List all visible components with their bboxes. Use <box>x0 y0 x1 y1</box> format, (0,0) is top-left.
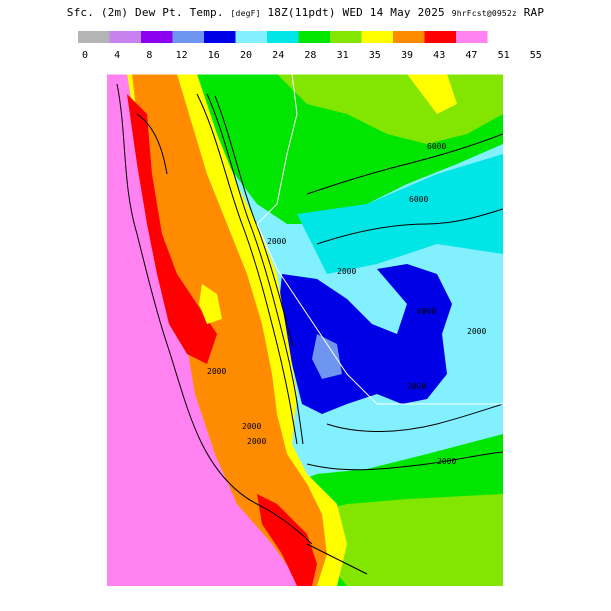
legend-tick-label: 0 <box>82 50 88 61</box>
legend-tick-label: 12 <box>176 50 188 61</box>
title-model: RAP <box>523 6 545 19</box>
legend-swatch <box>235 31 267 43</box>
contour-label: 2000 <box>437 457 456 466</box>
legend-tick-label: 24 <box>272 50 284 61</box>
contour-label: 6000 <box>409 195 428 204</box>
legend-swatch <box>172 31 204 43</box>
contour-label: 2000 <box>407 382 426 391</box>
field-red-coast <box>127 94 217 364</box>
legend-swatch <box>393 31 425 43</box>
legend-swatch <box>424 31 456 43</box>
field-lightblue <box>312 334 342 379</box>
legend-tick-label: 16 <box>208 50 220 61</box>
contour-label: 2000 <box>337 267 356 276</box>
legend-tick-label: 47 <box>465 50 477 61</box>
legend-tick-label: 31 <box>337 50 349 61</box>
legend-tick-label: 8 <box>146 50 152 61</box>
title-forecast: 9hrFcst@0952z <box>451 9 517 18</box>
legend-tick-label: 51 <box>498 50 510 61</box>
chart-title: Sfc. (2m) Dew Pt. Temp. [degF] 18Z(11pdt… <box>0 6 611 19</box>
contour-labels: 6000 6000 6000 2000 2000 2000 2000 2000 … <box>207 142 486 466</box>
legend-tick-label: 35 <box>369 50 381 61</box>
title-valid-time: 18Z(11pdt) WED 14 May 2025 <box>267 6 445 19</box>
contour-label: 2000 <box>207 367 226 376</box>
legend-tick-label: 39 <box>401 50 413 61</box>
contour-label: 2000 <box>242 422 261 431</box>
contour-label: 2000 <box>267 237 286 246</box>
field-lime-south <box>307 494 503 586</box>
legend-swatch <box>109 31 141 43</box>
legend-swatch <box>204 31 236 43</box>
legend-swatch <box>330 31 362 43</box>
field-red-south <box>257 494 317 586</box>
legend-swatch <box>78 31 110 43</box>
legend-tick-label: 20 <box>240 50 252 61</box>
contour-label: 2000 <box>467 327 486 336</box>
legend-swatch <box>361 31 393 43</box>
field-yellow-north <box>407 74 457 114</box>
title-main: Sfc. (2m) Dew Pt. Temp. <box>66 6 224 19</box>
legend-tick-label: 43 <box>433 50 445 61</box>
field-pink-ocean <box>107 74 317 586</box>
field-cyan <box>297 154 503 274</box>
dewpoint-map: 6000 6000 6000 2000 2000 2000 2000 2000 … <box>107 74 503 586</box>
legend-tick-label: 4 <box>114 50 120 61</box>
field-orange-coast <box>132 74 327 586</box>
legend-swatch <box>141 31 173 43</box>
title-units: [degF] <box>230 9 261 18</box>
contour-label: 6000 <box>417 307 436 316</box>
legend-tick-label: 55 <box>530 50 542 61</box>
legend-tick-label: 28 <box>304 50 316 61</box>
state-borders <box>107 74 503 405</box>
legend-swatch <box>456 31 488 43</box>
legend-swatch <box>298 31 330 43</box>
color-legend: 0 4 8 12 16 20 24 28 31 35 39 43 47 51 55 <box>78 31 542 61</box>
elevation-contours <box>116 83 503 575</box>
legend-swatch <box>267 31 299 43</box>
field-yellow-valley <box>199 284 222 324</box>
contour-label: 2000 <box>247 437 266 446</box>
contour-label: 6000 <box>427 142 446 151</box>
